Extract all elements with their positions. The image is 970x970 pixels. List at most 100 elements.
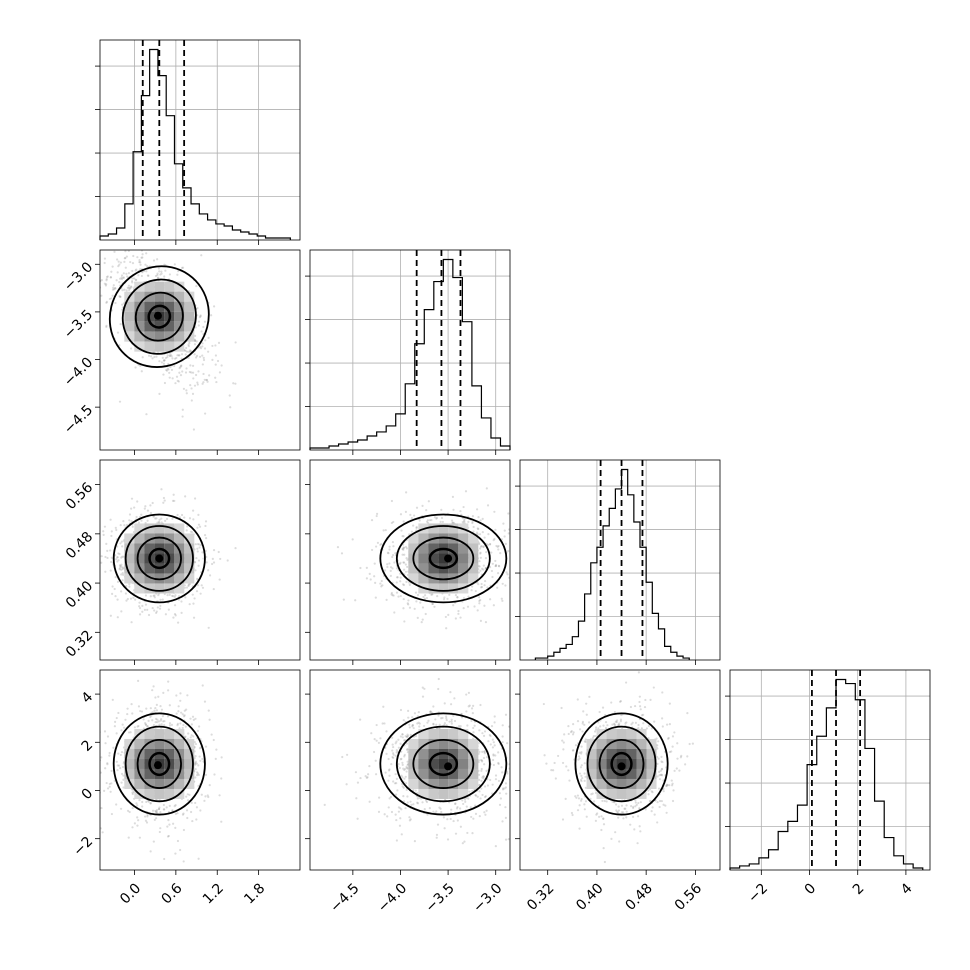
density-cell: [124, 563, 135, 574]
sample-point: [109, 518, 112, 521]
sample-point: [483, 795, 487, 799]
sample-point: [100, 561, 103, 564]
sample-point: [163, 263, 166, 266]
density-cell: [448, 583, 459, 594]
density-cell: [154, 788, 165, 799]
sample-point: [179, 374, 183, 377]
sample-point: [127, 284, 131, 287]
sample-point: [413, 712, 417, 715]
sample-point: [196, 772, 200, 775]
sample-point: [165, 517, 169, 521]
sample-point: [473, 724, 476, 727]
density-cell: [458, 563, 469, 574]
histogram-1: [309, 258, 511, 450]
sample-point: [153, 709, 156, 712]
sample-point: [342, 598, 345, 601]
sample-point: [167, 689, 170, 692]
sample-point: [149, 850, 152, 853]
sample-point: [165, 806, 168, 809]
sample-point: [504, 838, 508, 841]
sample-point: [100, 806, 103, 810]
sample-point: [430, 593, 433, 596]
sample-point: [429, 710, 432, 713]
sample-point: [199, 347, 203, 350]
sample-point: [202, 557, 205, 560]
sample-point: [196, 381, 199, 384]
density-cell: [458, 573, 469, 584]
sample-point: [501, 599, 504, 602]
sample-point: [449, 691, 452, 694]
sample-point: [146, 725, 149, 728]
density-cell: [418, 533, 429, 544]
sample-point: [486, 504, 490, 507]
sample-point: [191, 531, 194, 534]
sample-point: [383, 813, 386, 816]
sample-point: [140, 370, 143, 373]
sample-point: [127, 250, 130, 253]
sample-point: [478, 596, 481, 599]
sample-point: [375, 739, 378, 742]
sample-point: [452, 508, 455, 511]
density-cell: [124, 778, 135, 789]
sample-point: [188, 370, 191, 374]
sample-point: [100, 555, 103, 558]
sample-point: [443, 596, 446, 599]
sample-point: [143, 608, 146, 611]
sample-point: [407, 716, 410, 719]
sample-point: [190, 801, 193, 804]
sample-point: [445, 717, 448, 720]
sample-point: [658, 799, 662, 803]
sample-point: [424, 612, 427, 616]
sample-point: [511, 567, 513, 569]
sample-point: [118, 567, 121, 570]
sample-point: [196, 774, 199, 777]
density-cell: [164, 738, 175, 749]
sample-point: [145, 413, 148, 416]
sample-point: [162, 359, 166, 362]
sample-point: [226, 559, 229, 562]
sample-point: [202, 372, 205, 376]
sample-point: [388, 797, 391, 800]
sample-point: [492, 741, 495, 744]
sample-point: [178, 367, 181, 370]
sample-point: [198, 725, 201, 728]
sample-point: [118, 295, 121, 298]
sample-point: [129, 285, 133, 288]
sample-point: [120, 568, 123, 571]
sample-point: [614, 720, 618, 723]
axes-frame: [99, 249, 301, 451]
density-cell: [184, 768, 195, 779]
sample-point: [167, 680, 170, 683]
sample-point: [489, 778, 492, 782]
sample-point: [141, 610, 144, 613]
sample-point: [155, 611, 158, 615]
sample-point: [430, 518, 433, 522]
sample-point: [116, 545, 119, 548]
density-cell: [154, 533, 165, 544]
sample-point: [413, 514, 416, 517]
sample-point: [208, 574, 212, 577]
sample-point: [202, 356, 205, 359]
sample-point: [466, 605, 470, 608]
sample-point: [168, 823, 171, 826]
sample-point: [173, 364, 176, 368]
sample-point: [401, 776, 404, 779]
sample-point: [193, 597, 196, 600]
sample-point: [395, 777, 398, 780]
sample-point: [118, 568, 121, 571]
sample-point: [162, 808, 165, 811]
sample-point: [491, 738, 494, 741]
sample-point: [404, 570, 408, 573]
sample-point: [483, 785, 487, 788]
sample-point: [156, 272, 159, 275]
density-cell: [144, 583, 155, 594]
sample-point: [486, 586, 489, 589]
sample-point: [185, 389, 188, 392]
sample-point: [501, 741, 504, 744]
sample-point: [503, 535, 506, 538]
sample-point: [185, 392, 188, 395]
sample-point: [136, 804, 139, 807]
sample-point: [193, 353, 196, 356]
sample-point: [185, 529, 188, 532]
sample-point: [424, 594, 427, 597]
